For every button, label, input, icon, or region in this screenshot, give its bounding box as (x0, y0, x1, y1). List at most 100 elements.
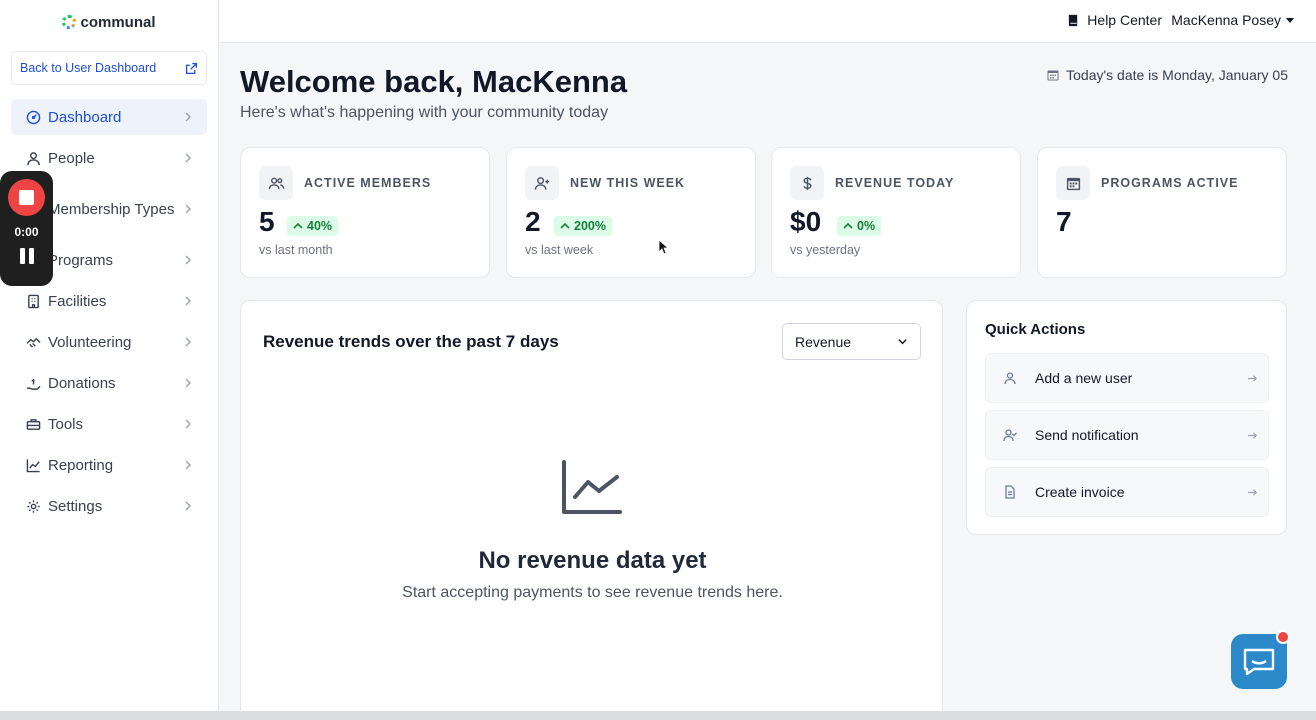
chart-line-icon (25, 457, 41, 473)
screen-recorder-widget: 0:00 (0, 171, 53, 286)
chevron-up-icon (560, 222, 570, 229)
stat-value: 2 (525, 206, 541, 237)
stat-title: PROGRAMS ACTIVE (1101, 176, 1239, 190)
chevron-right-icon (185, 460, 191, 470)
quick-action-label: Send notification (1035, 427, 1139, 443)
quick-action-create-invoice[interactable]: Create invoice (985, 467, 1269, 517)
stat-comparison: vs last month (259, 243, 333, 257)
stat-title: NEW THIS WEEK (570, 176, 686, 190)
user-menu[interactable]: MacKenna Posey (1171, 12, 1294, 28)
stop-icon (19, 190, 34, 205)
sidebar-item-label: Dashboard (48, 108, 122, 126)
help-center-label: Help Center (1087, 12, 1162, 28)
page-title: Welcome back, MacKenna (240, 64, 628, 99)
quick-action-label: Add a new user (1035, 370, 1133, 386)
change-value: 200% (574, 219, 606, 233)
quick-action-send-notification[interactable]: Send notification (985, 410, 1269, 460)
change-value: 0% (857, 219, 876, 233)
sidebar-item-label: Donations (48, 374, 116, 392)
user-icon (25, 150, 41, 166)
change-value: 40% (307, 219, 333, 233)
chevron-right-icon (185, 337, 191, 347)
chevron-right-icon (185, 296, 191, 306)
sidebar-item-facilities[interactable]: Facilities (11, 283, 207, 319)
chat-icon (1243, 648, 1275, 675)
handshake-icon (25, 334, 41, 350)
select-value: Revenue (795, 333, 852, 350)
notification-dot (1276, 630, 1290, 644)
revenue-metric-select[interactable]: Revenue (782, 323, 921, 360)
help-center-link[interactable]: Help Center (1067, 12, 1162, 28)
sidebar-item-people[interactable]: People (11, 140, 207, 176)
users-icon (259, 166, 293, 200)
stat-title: ACTIVE MEMBERS (304, 176, 432, 190)
today-date: Today's date is Monday, January 05 (1047, 67, 1288, 83)
donation-icon (25, 375, 41, 391)
sidebar-item-donations[interactable]: Donations (11, 365, 207, 401)
chat-support-button[interactable] (1231, 634, 1287, 689)
stat-title: REVENUE TODAY (835, 176, 955, 190)
chevron-right-icon (185, 153, 191, 163)
user-name: MacKenna Posey (1171, 12, 1281, 28)
document-icon (1003, 485, 1017, 499)
today-date-text: Today's date is Monday, January 05 (1066, 67, 1288, 83)
sidebar-item-reporting[interactable]: Reporting (11, 447, 207, 483)
sidebar-item-volunteering[interactable]: Volunteering (11, 324, 207, 360)
sidebar-item-label: People (48, 149, 95, 167)
sidebar-item-settings[interactable]: Settings (11, 488, 207, 524)
horizontal-scrollbar[interactable] (0, 711, 1316, 720)
change-badge: 40% (287, 216, 339, 236)
stat-card-programs-active: PROGRAMS ACTIVE 7 (1037, 147, 1287, 278)
stop-recording-button[interactable] (8, 179, 45, 216)
chevron-right-icon (185, 378, 191, 388)
dashboard-icon (25, 109, 41, 125)
user-plus-icon (525, 166, 559, 200)
pause-icon (19, 248, 25, 264)
sidebar-item-dashboard[interactable]: Dashboard (11, 99, 207, 135)
stat-card-new-this-week: NEW THIS WEEK 2 200% vs last week (506, 147, 756, 278)
sidebar-item-label: Facilities (48, 292, 107, 310)
quick-action-label: Create invoice (1035, 484, 1125, 500)
external-link-icon (185, 62, 198, 74)
stat-value: $0 (790, 206, 822, 237)
revenue-trends-title: Revenue trends over the past 7 days (263, 332, 559, 351)
pause-icon-bar (28, 248, 34, 264)
chevron-down-icon (898, 339, 907, 345)
quick-actions-title: Quick Actions (985, 321, 1086, 338)
top-bar: Help Center MacKenna Posey (220, 0, 1316, 43)
stat-card-active-members: ACTIVE MEMBERS 5 40% vs last month (240, 147, 490, 278)
arrow-right-icon (1247, 488, 1258, 496)
calendar-icon (1056, 166, 1090, 200)
empty-state-message: Start accepting payments to see revenue … (402, 584, 783, 601)
caret-down-icon (1286, 17, 1294, 23)
chevron-right-icon (185, 112, 191, 122)
pause-recording-button[interactable] (19, 248, 34, 264)
mouse-cursor-icon (658, 239, 669, 255)
arrow-right-icon (1247, 374, 1258, 382)
gear-icon (25, 498, 41, 514)
logo-mark-icon (62, 15, 77, 29)
stat-comparison: vs last week (525, 243, 594, 257)
chevron-right-icon (185, 204, 191, 214)
quick-action-add-user[interactable]: Add a new user (985, 353, 1269, 403)
back-to-user-dashboard-link[interactable]: Back to User Dashboard (11, 51, 207, 85)
app-logo[interactable]: communal (0, 0, 218, 44)
chevron-up-icon (293, 222, 303, 229)
change-badge: 200% (554, 216, 612, 236)
recording-timer: 0:00 (14, 225, 39, 239)
toolbox-icon (25, 416, 41, 432)
dollar-icon (790, 166, 824, 200)
chevron-right-icon (185, 501, 191, 511)
sidebar-item-label: Tools (48, 415, 84, 433)
sidebar-item-label: Reporting (48, 456, 114, 474)
sidebar-item-label: Settings (48, 497, 103, 515)
sidebar-item-label: Programs (48, 251, 114, 269)
stat-value: 5 (259, 206, 275, 237)
user-icon (1003, 371, 1017, 385)
sidebar-item-tools[interactable]: Tools (11, 406, 207, 442)
back-link-label: Back to User Dashboard (20, 61, 157, 75)
chevron-up-icon (843, 222, 853, 229)
change-badge: 0% (837, 216, 882, 236)
stat-comparison: vs yesterday (790, 243, 861, 257)
building-icon (25, 293, 41, 309)
